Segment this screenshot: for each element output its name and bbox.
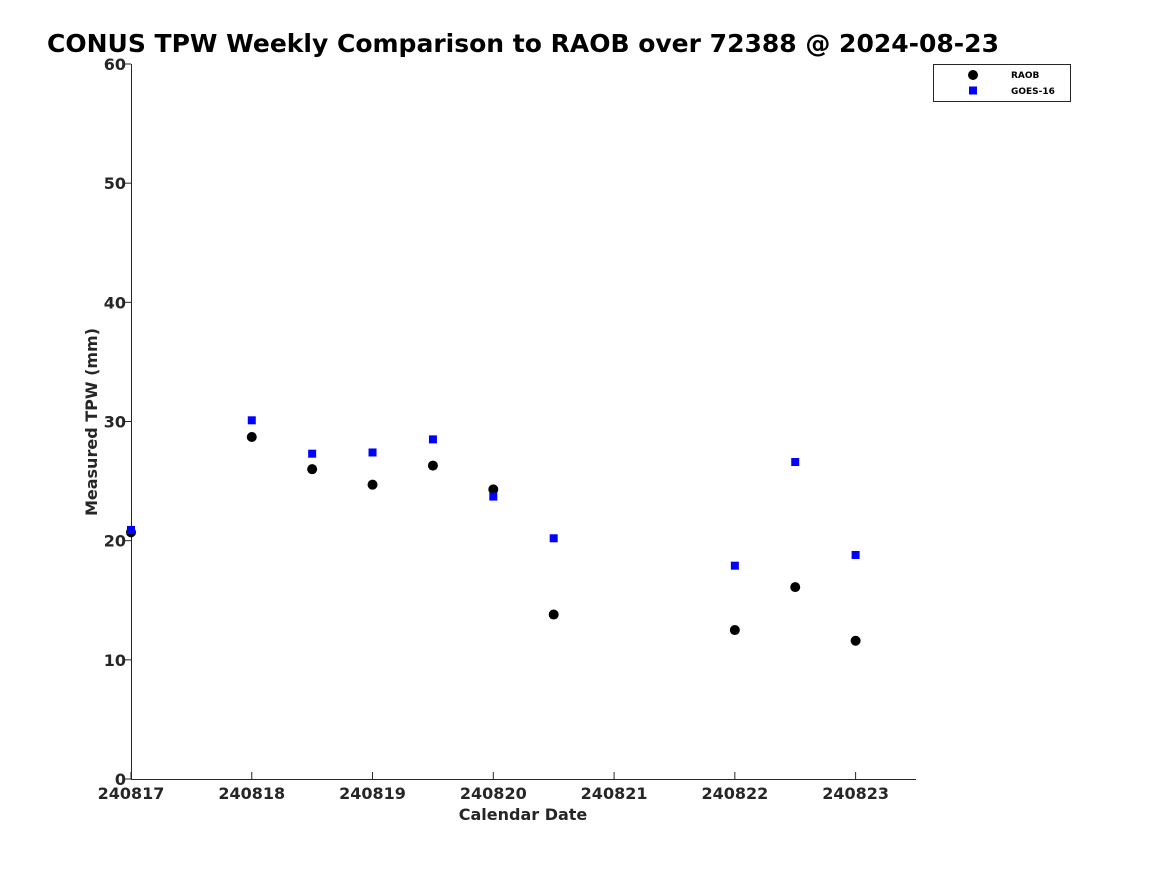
goes-16-point <box>489 492 498 501</box>
raob-point <box>790 582 801 593</box>
x-tick-label: 240820 <box>460 784 527 803</box>
raob-point <box>307 464 318 475</box>
raob-point <box>246 431 257 442</box>
goes-16-point <box>428 435 437 444</box>
x-tick-label: 240818 <box>218 784 285 803</box>
legend: RAOB GOES-16 <box>933 64 1071 102</box>
y-tick-label: 0 <box>115 770 126 789</box>
y-tick-label: 50 <box>104 174 126 193</box>
x-tick-label: 240822 <box>701 784 768 803</box>
raob-point <box>367 479 378 490</box>
goes-16-point <box>247 416 256 425</box>
y-tick-label: 30 <box>104 413 126 432</box>
raob-point <box>850 635 861 646</box>
data-markers <box>126 416 861 646</box>
goes-16-point <box>791 458 800 467</box>
x-axis-label: Calendar Date <box>459 805 588 824</box>
x-tick-label: 240821 <box>581 784 648 803</box>
y-tick-label: 10 <box>104 651 126 670</box>
x-tick-label: 240823 <box>822 784 889 803</box>
x-axis-ticks: 240817 240818 240819 240820 240821 240822 2408… <box>98 772 889 803</box>
goes-16-point <box>851 550 860 559</box>
x-tick-label: 240817 <box>98 784 165 803</box>
y-tick-label: 60 <box>104 55 126 74</box>
raob-point <box>488 484 499 495</box>
raob-point <box>427 460 438 471</box>
chart-title: CONUS TPW Weekly Comparison to RAOB over… <box>47 29 999 58</box>
raob-point <box>548 609 559 620</box>
goes-16-point <box>127 525 135 534</box>
goes-16-point <box>549 534 558 543</box>
goes-16-point <box>368 448 377 457</box>
legend-raob-marker <box>968 70 978 80</box>
y-tick-label: 40 <box>104 293 126 312</box>
goes-16-point <box>308 449 317 458</box>
raob-point <box>729 625 740 636</box>
x-tick-label: 240819 <box>339 784 406 803</box>
legend-raob-label: RAOB <box>1011 71 1040 81</box>
legend-box <box>933 64 1071 102</box>
y-tick-label: 20 <box>104 532 126 551</box>
legend-goes-label: GOES-16 <box>1011 87 1055 97</box>
goes-16-point <box>730 561 739 570</box>
y-axis-ticks: 0 10 20 30 40 50 60 <box>104 55 131 789</box>
legend-goes-marker <box>969 86 977 95</box>
y-axis-label: Measured TPW (mm) <box>82 328 101 516</box>
